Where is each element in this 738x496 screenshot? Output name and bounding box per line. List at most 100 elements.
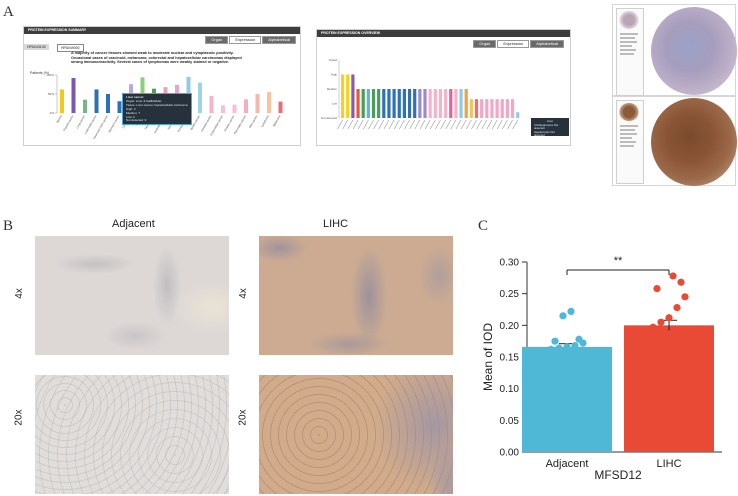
overview-bar	[454, 89, 458, 118]
data-point	[653, 285, 661, 293]
panel-label-c: C	[478, 218, 489, 234]
overview-category-label-mark	[404, 119, 410, 130]
overview-category-label-mark	[378, 119, 385, 130]
tab-organ[interactable]: Organ	[473, 40, 497, 48]
overview-y-level: High	[331, 73, 337, 77]
overview-bar	[377, 89, 381, 118]
significance-label: **	[614, 255, 623, 267]
overview-bar	[495, 99, 499, 118]
tab-organ[interactable]: Organ	[205, 36, 229, 44]
legend-title: Liver	[546, 119, 554, 123]
overview-bar	[480, 99, 484, 118]
y-axis-label: Mean of IOD	[481, 323, 495, 391]
tooltip-line: Medium: 7	[126, 110, 141, 115]
summary-category-label: Colorectal cancer	[83, 114, 97, 134]
overview-bar	[387, 89, 391, 118]
overview-bar	[356, 89, 360, 118]
overview-bar	[413, 89, 417, 118]
summary-header-title: PROTEIN EXPRESSION SUMMARY	[28, 28, 87, 32]
overview-category-label-mark	[445, 119, 451, 130]
overview-bar	[469, 99, 473, 118]
overview-category-label-mark	[383, 119, 390, 130]
overview-category-label-mark	[435, 119, 441, 130]
overview-bar	[505, 99, 509, 118]
overview-tabs: Organ Expression Alphabetical	[473, 40, 564, 48]
summary-bar	[209, 95, 214, 113]
category-label-lihc: LIHC	[656, 458, 681, 470]
summary-category-label: Cervical cancer	[200, 114, 213, 132]
overview-category-label-mark	[388, 119, 395, 130]
data-point	[559, 312, 567, 320]
overview-category-label-mark	[481, 119, 488, 130]
overview-category-label-mark	[352, 119, 359, 130]
summary-category-label: Ovarian cancer	[223, 114, 236, 132]
tab-alphabetical[interactable]: Alphabetical	[262, 36, 296, 44]
tooltip-line: High: 2	[126, 106, 136, 111]
overview-bar	[346, 74, 350, 118]
summary-header-bar: PROTEIN EXPRESSION SUMMARY	[24, 27, 300, 34]
tab-alphabetical[interactable]: Alphabetical	[530, 40, 564, 48]
data-point	[677, 278, 685, 286]
overview-bar	[392, 89, 396, 118]
tab-expression[interactable]: Expression	[229, 36, 262, 44]
overview-bar	[438, 89, 443, 118]
overview-category-label-mark	[476, 119, 482, 130]
data-point	[567, 307, 575, 315]
overview-category-label-mark	[347, 119, 354, 130]
antibody-tag-1[interactable]: HPA043149	[24, 44, 49, 50]
overview-category-label-mark	[373, 119, 379, 130]
overview-category-label-mark	[491, 119, 498, 130]
summary-bar	[94, 89, 99, 113]
row-label-20x: 20x	[13, 409, 25, 426]
panel-label-a: A	[3, 4, 14, 20]
overview-bar	[341, 74, 345, 118]
summary-bar	[60, 89, 64, 113]
overview-category-label-mark	[466, 119, 472, 130]
summary-category-label: Melanoma	[272, 114, 282, 127]
overview-category-label-mark	[502, 119, 508, 130]
data-point	[555, 344, 563, 352]
summary-bar	[71, 78, 76, 113]
summary-y-tick: 0%	[50, 111, 55, 115]
overview-category-label-mark	[512, 119, 518, 130]
overview-category-label-mark	[409, 119, 415, 130]
overview-bar	[366, 89, 370, 118]
tooltip-line: Not detected: 0	[126, 118, 147, 123]
summary-category-label: Skin cancer	[248, 114, 259, 128]
summary-y-tick: 50%	[48, 92, 54, 96]
overview-bar	[459, 89, 463, 118]
antibody-tag-2[interactable]: HPA049000	[57, 44, 84, 52]
overview-category-label-mark	[497, 119, 503, 130]
y-tick-label: 0.25	[500, 289, 520, 300]
overview-bar	[351, 74, 355, 118]
overview-header-bar: PROTEIN EXPRESSION OVERVIEW	[317, 30, 570, 37]
liver-cancer-tooltip: Liver cancer Organ: Liver & Gallbladder …	[122, 93, 192, 125]
data-point	[681, 293, 689, 301]
data-point	[571, 342, 579, 350]
tab-expression[interactable]: Expression	[497, 40, 530, 48]
column-label-adjacent: Adjacent	[112, 218, 155, 230]
tissue-core-image	[651, 98, 737, 186]
tissue-image-top	[612, 4, 737, 96]
protein-expression-overview-screenshot: PROTEIN EXPRESSION OVERVIEW Organ Expres…	[316, 29, 571, 146]
data-point	[649, 323, 657, 331]
overview-category-label-mark	[460, 119, 467, 130]
data-point	[575, 335, 583, 343]
summary-category-label: Lymphoma	[260, 114, 270, 128]
tissue-info-panel	[616, 8, 644, 96]
overview-category-label-mark	[394, 119, 400, 130]
data-point	[563, 343, 571, 351]
tooltip-line: Low: 2	[126, 114, 135, 119]
row-label-20x: 20x	[237, 409, 249, 426]
legend-line: Hepatocytes Not detected	[534, 129, 555, 138]
overview-bar	[361, 89, 365, 118]
summary-bar	[267, 92, 271, 113]
overview-category-label-mark	[399, 119, 405, 130]
summary-bar	[117, 101, 122, 113]
ihc-lihc-20x	[259, 375, 453, 494]
summary-bar	[221, 105, 225, 113]
summary-bar	[255, 94, 260, 113]
overview-bar	[382, 89, 386, 118]
row-label-4x: 4x	[13, 288, 25, 299]
data-point	[669, 272, 677, 280]
